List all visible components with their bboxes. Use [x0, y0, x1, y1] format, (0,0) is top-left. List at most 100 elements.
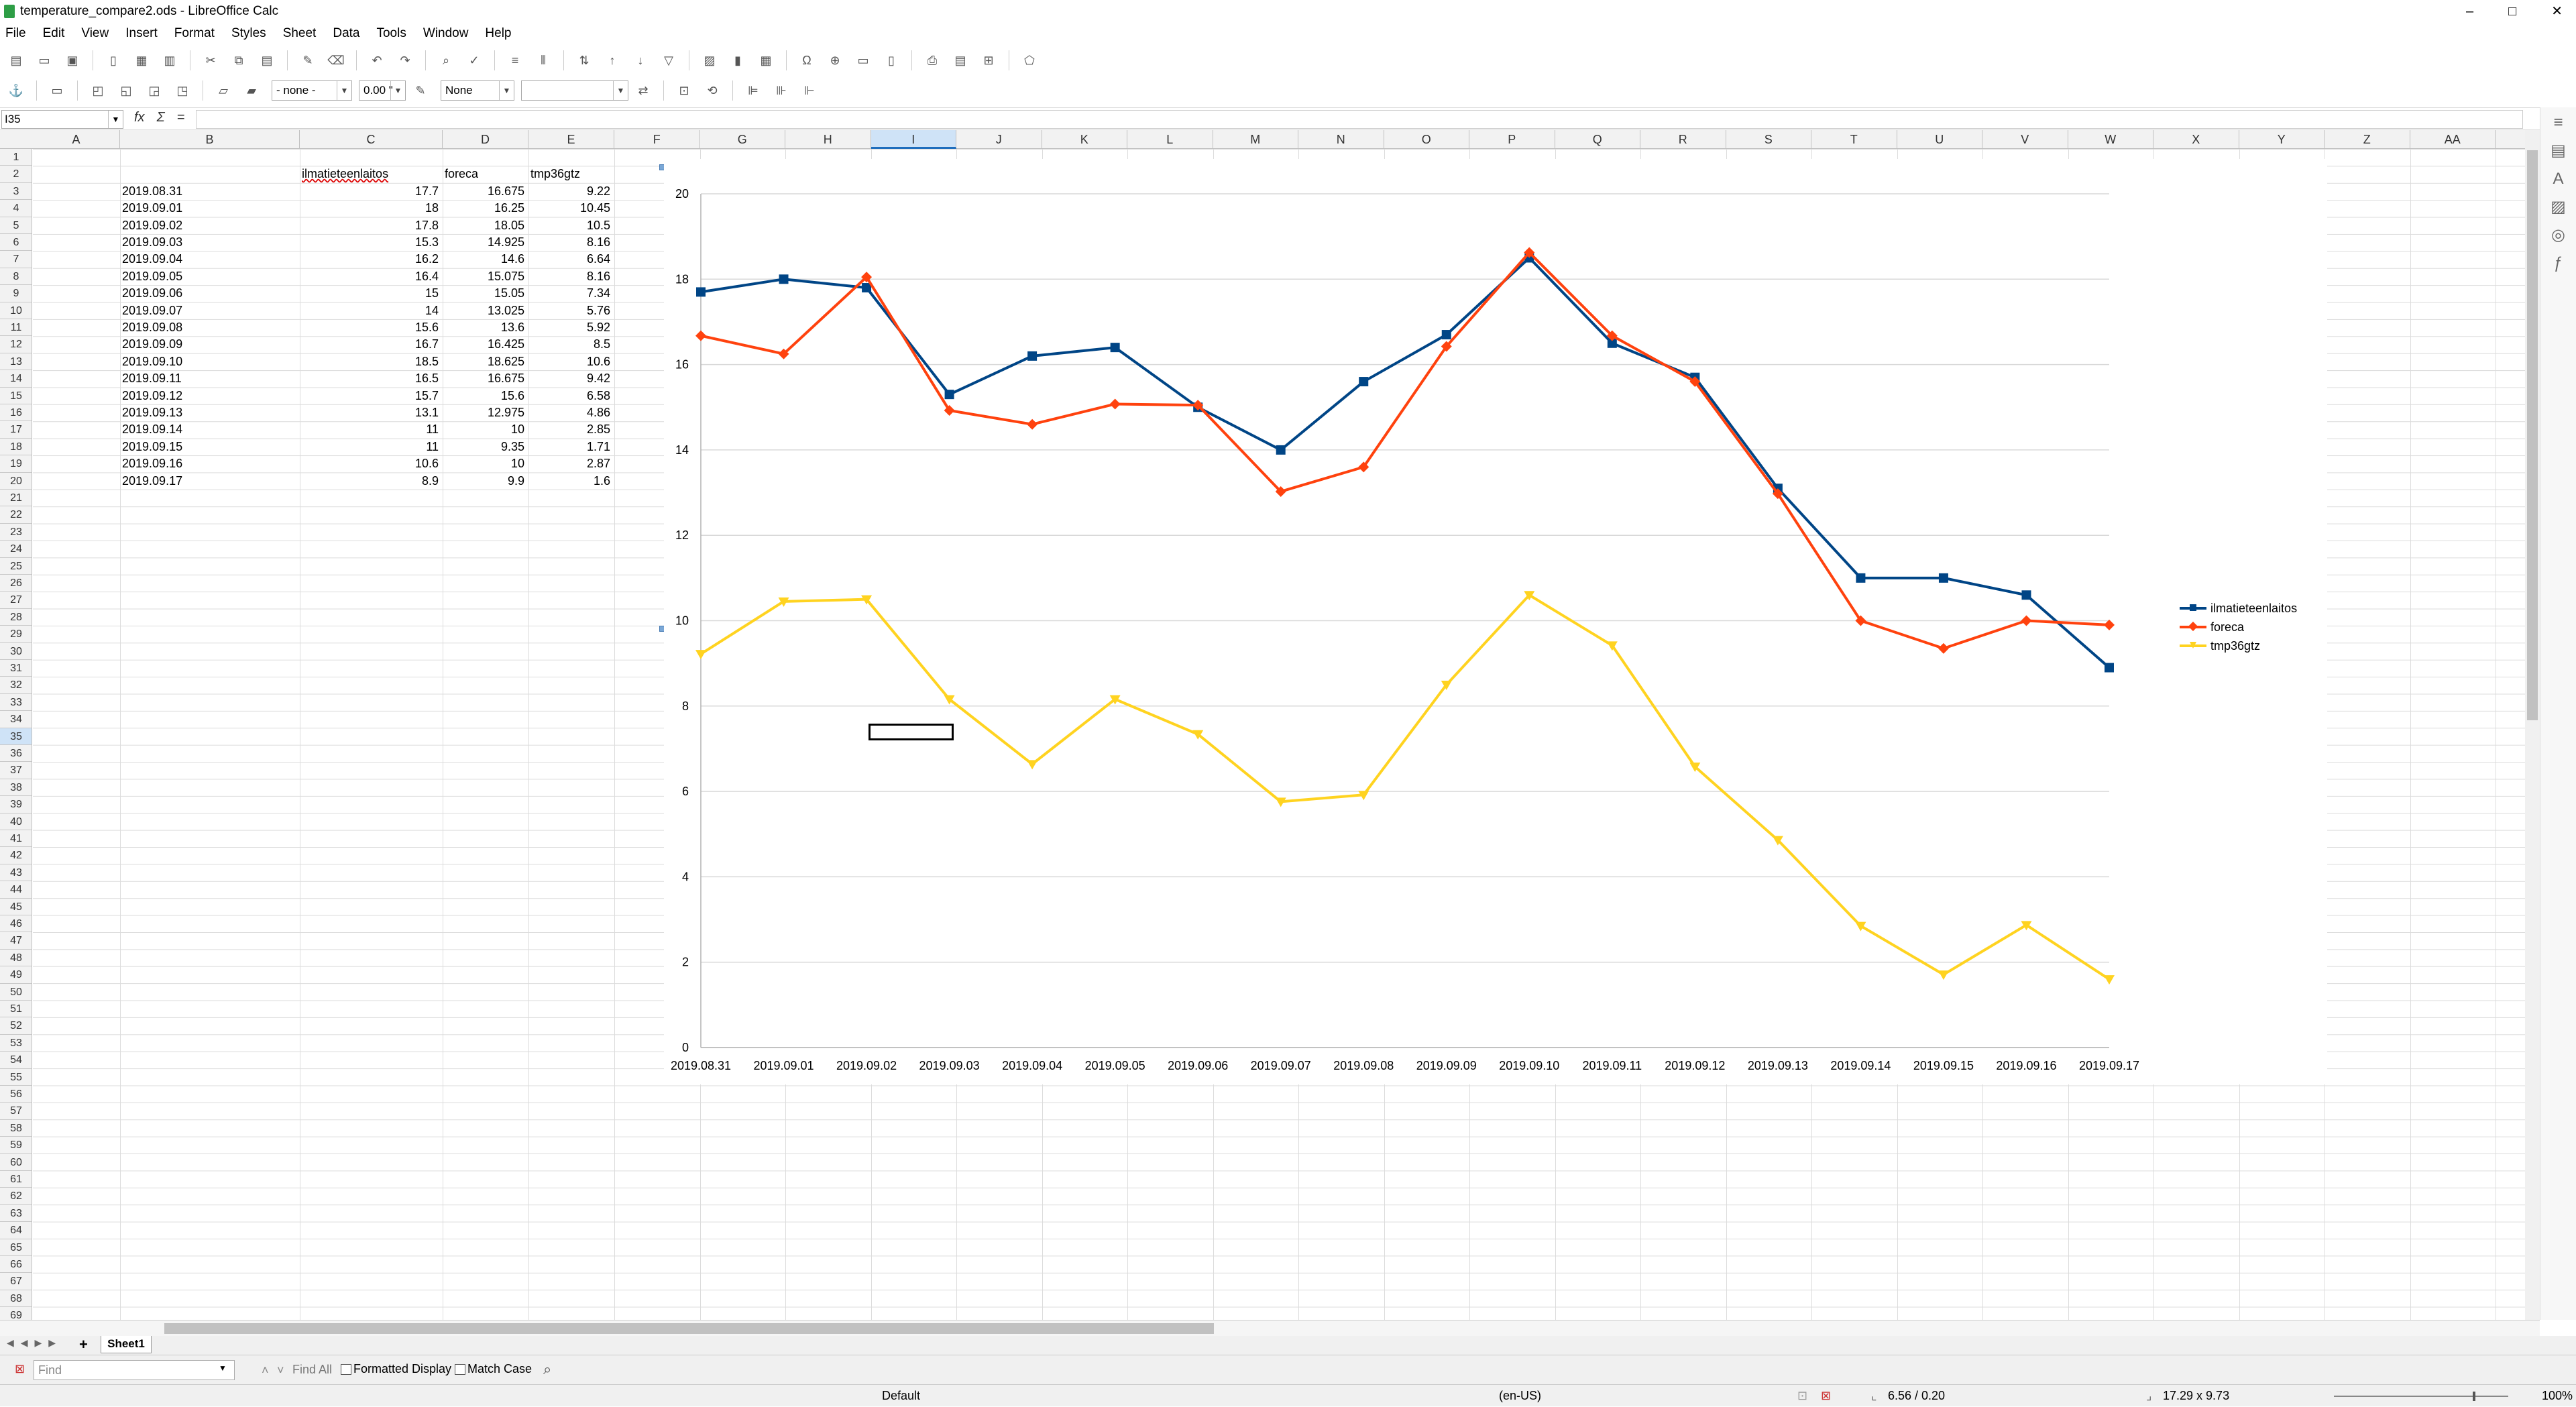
cell-d11[interactable]: 13.6 — [500, 321, 524, 334]
insert-chart-icon[interactable]: ▮ — [734, 53, 741, 67]
cell-b20[interactable]: 2019.09.17 — [122, 473, 183, 488]
menu-sheet[interactable]: Sheet — [282, 26, 317, 40]
cell-e9[interactable]: 7.34 — [586, 286, 610, 300]
menu-window[interactable]: Window — [423, 26, 469, 40]
cell-b13[interactable]: 2019.09.10 — [122, 354, 183, 368]
menu-format[interactable]: Format — [174, 26, 215, 40]
row-header[interactable]: 10 — [0, 302, 32, 319]
row-header[interactable]: 63 — [0, 1205, 32, 1223]
cell-e19[interactable]: 2.87 — [586, 457, 610, 471]
sort-icon[interactable]: ⇅ — [579, 53, 590, 67]
cell-e4[interactable]: 10.45 — [579, 201, 610, 215]
row-header[interactable]: 44 — [0, 881, 32, 899]
send-to-back-icon[interactable]: ◳ — [176, 83, 188, 97]
copy-icon[interactable]: ⧉ — [234, 53, 243, 67]
pivot-table-icon[interactable]: ▦ — [760, 53, 772, 67]
cell-d2[interactable]: foreca — [445, 167, 479, 181]
cell-d20[interactable]: 9.9 — [507, 473, 524, 488]
column-header-q[interactable]: Q — [1555, 130, 1640, 149]
row-header[interactable]: 66 — [0, 1256, 32, 1274]
row-header[interactable]: 20 — [0, 473, 32, 490]
formula-input[interactable] — [196, 110, 2523, 129]
row-header[interactable]: 1 — [0, 149, 32, 166]
row-header[interactable]: 69 — [0, 1307, 32, 1320]
styles-icon[interactable]: A — [2553, 170, 2564, 188]
column-header-d[interactable]: D — [443, 130, 528, 149]
cell-c14[interactable]: 16.5 — [414, 372, 439, 386]
column-icon[interactable]: ⫴ — [541, 53, 546, 67]
row-header[interactable]: 38 — [0, 779, 32, 797]
redo-icon[interactable]: ↷ — [400, 53, 410, 67]
row-header[interactable]: 12 — [0, 336, 32, 353]
cell-e20[interactable]: 1.6 — [593, 473, 610, 488]
wrap-icon[interactable]: ▭ — [51, 83, 63, 97]
row-header[interactable]: 5 — [0, 217, 32, 234]
cell-d10[interactable]: 13.025 — [487, 303, 524, 317]
minimize-button[interactable]: – — [2466, 4, 2474, 19]
cell-b11[interactable]: 2019.09.08 — [122, 321, 183, 334]
scroll-thumb[interactable] — [2527, 150, 2538, 720]
cell-b8[interactable]: 2019.09.05 — [122, 269, 183, 283]
column-header-k[interactable]: K — [1042, 130, 1127, 149]
scroll-thumb[interactable] — [164, 1323, 1214, 1334]
row-header[interactable]: 64 — [0, 1222, 32, 1239]
column-header-l[interactable]: L — [1127, 130, 1213, 149]
column-header-o[interactable]: O — [1384, 130, 1469, 149]
cell-e10[interactable]: 5.76 — [586, 303, 610, 317]
clone-formatting-icon[interactable]: ✎ — [302, 53, 313, 67]
row-header[interactable]: 19 — [0, 455, 32, 473]
row-header[interactable]: 24 — [0, 541, 32, 558]
properties-icon[interactable]: ▤ — [2551, 142, 2566, 160]
row-header[interactable]: 29 — [0, 626, 32, 643]
row-header[interactable]: 17 — [0, 421, 32, 439]
find-input[interactable]: Find — [34, 1360, 235, 1380]
row-header[interactable]: 23 — [0, 524, 32, 541]
line-chart[interactable]: 0 2 4 6 8 10 12 14 16 18 20 2019.08.31 2019.09.01 201… — [664, 159, 2327, 1084]
cell-d5[interactable]: 18.05 — [494, 218, 524, 232]
row-header[interactable]: 9 — [0, 285, 32, 302]
position-size-icon[interactable]: ⊡ — [679, 83, 689, 97]
cell-c20[interactable]: 8.9 — [421, 473, 439, 488]
name-box[interactable]: I35 ▼ — [1, 110, 123, 129]
cell-e11[interactable]: 5.92 — [586, 321, 610, 334]
cell-e3[interactable]: 9.22 — [586, 184, 610, 198]
cell-b7[interactable]: 2019.09.04 — [122, 252, 183, 266]
cell-b17[interactable]: 2019.09.14 — [122, 423, 183, 437]
sort-ascending-icon[interactable]: ↑ — [609, 53, 616, 67]
column-header-m[interactable]: M — [1213, 130, 1298, 149]
row-header[interactable]: 16 — [0, 404, 32, 422]
row-header[interactable]: 33 — [0, 694, 32, 712]
sum-icon[interactable]: Σ — [156, 110, 165, 125]
vertical-scrollbar[interactable] — [2525, 130, 2540, 1320]
column-header-f[interactable]: F — [614, 130, 700, 149]
zoom-level[interactable]: 100% — [2542, 1389, 2573, 1402]
column-header-z[interactable]: Z — [2325, 130, 2410, 149]
insert-image-icon[interactable]: ▨ — [704, 53, 716, 67]
find-all-button[interactable]: Find All — [292, 1363, 333, 1376]
row-header[interactable]: 26 — [0, 575, 32, 592]
gallery-icon[interactable]: ▨ — [2551, 198, 2566, 216]
cell-b19[interactable]: 2019.09.16 — [122, 457, 183, 471]
row-header[interactable]: 49 — [0, 966, 32, 984]
find-next-icon[interactable]: ˅ — [277, 1363, 284, 1377]
split-window-icon[interactable]: ⊞ — [983, 53, 994, 67]
cell-e14[interactable]: 9.42 — [586, 372, 610, 386]
cell-d3[interactable]: 16.675 — [487, 184, 524, 198]
row-header[interactable]: 6 — [0, 234, 32, 251]
close-find-icon[interactable]: ⊠ — [15, 1362, 25, 1375]
save-icon[interactable]: ▣ — [66, 53, 78, 67]
rotate-icon[interactable]: ⟲ — [707, 83, 718, 97]
cut-icon[interactable]: ✂ — [205, 53, 216, 67]
horizontal-scrollbar[interactable] — [0, 1320, 2540, 1336]
cell-b3[interactable]: 2019.08.31 — [122, 184, 183, 198]
row-header[interactable]: 32 — [0, 677, 32, 694]
to-foreground-icon[interactable]: ▱ — [219, 83, 228, 97]
row-header[interactable]: 58 — [0, 1120, 32, 1137]
page-style[interactable]: Default — [882, 1389, 921, 1402]
column-header-j[interactable]: J — [956, 130, 1042, 149]
open-icon[interactable]: ▭ — [38, 53, 50, 67]
row-header[interactable]: 54 — [0, 1052, 32, 1069]
comment-icon[interactable]: ▭ — [857, 53, 869, 67]
define-print-area-icon[interactable]: ⎙ — [927, 53, 938, 67]
cell-b15[interactable]: 2019.09.12 — [122, 388, 183, 402]
